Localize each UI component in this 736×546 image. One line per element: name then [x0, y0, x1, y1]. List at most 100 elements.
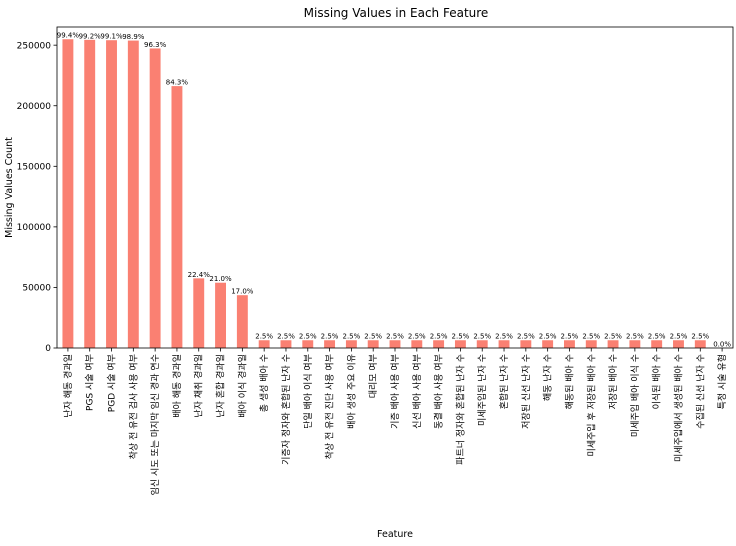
- data-label: 2.5%: [495, 333, 513, 341]
- bar: [433, 340, 445, 348]
- x-tick-label: 저장된 배아 수: [607, 354, 619, 409]
- x-tick-label: PGD 시술 여부: [106, 354, 118, 412]
- data-label: 22.4%: [188, 271, 211, 279]
- data-label: 2.5%: [517, 333, 535, 341]
- x-tick-label: 단일 배아 이식 여부: [302, 354, 314, 429]
- data-label: 99.4%: [57, 32, 80, 40]
- x-tick-label: 난자 혼합 경과일: [215, 354, 227, 418]
- y-tick-label: 50000: [22, 284, 51, 294]
- chart-title: Missing Values in Each Feature: [304, 6, 489, 20]
- bar: [629, 340, 641, 348]
- bar: [171, 86, 183, 348]
- data-label: 2.5%: [277, 333, 295, 341]
- bar: [324, 340, 336, 348]
- x-tick-label: 저장된 신선 난자 수: [520, 354, 532, 429]
- bar: [236, 295, 248, 348]
- data-label: 99.1%: [100, 33, 123, 41]
- bar: [564, 340, 575, 348]
- bar: [651, 340, 663, 348]
- bar: [542, 340, 554, 348]
- x-axis-ticks: 난자 해동 경과일 PGS 시술 여부 PGD 시술 여부 착상 전 유전 검사 사용…: [62, 348, 728, 495]
- x-tick-label: 난자 해동 경과일: [62, 354, 74, 418]
- data-label: 99.2%: [79, 32, 102, 40]
- data-label: 2.5%: [408, 333, 426, 341]
- data-label: 98.9%: [122, 33, 145, 41]
- data-label: 2.5%: [342, 333, 360, 341]
- bar: [127, 40, 139, 348]
- bar: [280, 340, 292, 348]
- bar: [84, 39, 96, 349]
- data-label: 21.0%: [209, 275, 232, 283]
- y-tick-label: 250000: [17, 41, 52, 51]
- y-tick-label: 150000: [17, 163, 52, 173]
- data-label: 2.5%: [255, 333, 273, 341]
- y-axis-ticks: 0 50000 100000 150000 200000 250000: [17, 41, 57, 354]
- bars-group: [62, 39, 728, 349]
- bar: [193, 278, 205, 348]
- bar: [607, 340, 619, 348]
- bar: [520, 340, 532, 348]
- data-label: 2.5%: [648, 333, 666, 341]
- bar: [106, 40, 117, 348]
- x-tick-label: 대리모 여부: [367, 354, 379, 398]
- data-label: 2.5%: [582, 333, 600, 341]
- x-tick-label: 특정 시술 유형: [717, 354, 728, 409]
- bar: [454, 340, 466, 348]
- x-tick-label: 총 생성 배아 수: [259, 354, 270, 412]
- x-tick-label: 수집된 신선 난자 수: [694, 354, 706, 429]
- x-tick-label: 배아 해동 경과일: [171, 354, 183, 418]
- y-tick-label: 0: [45, 344, 51, 354]
- data-label: 17.0%: [231, 288, 254, 296]
- x-tick-label: 난자 채취 경과일: [193, 354, 205, 418]
- x-tick-label: 이식된 배아 수: [651, 354, 663, 409]
- bar: [149, 48, 161, 349]
- x-tick-label: 미세주입 배아 이식 수: [629, 354, 641, 437]
- bar: [476, 340, 488, 348]
- bar: [411, 340, 423, 348]
- data-label: 2.5%: [386, 333, 404, 341]
- bar: [694, 340, 706, 348]
- bar: [498, 340, 510, 348]
- x-tick-label: 미세주입에서 생성된 배아 수: [672, 354, 684, 462]
- data-label: 2.5%: [299, 333, 317, 341]
- bar: [215, 282, 226, 348]
- x-tick-label: 기증 배아 사용 여부: [389, 354, 401, 429]
- x-axis-label: Feature: [377, 529, 413, 540]
- data-label: 2.5%: [321, 333, 339, 341]
- data-label: 2.5%: [604, 333, 622, 341]
- x-tick-label: 임신 시도 또는 마지막 임신 경과 연수: [149, 354, 161, 495]
- x-tick-label: 혼합된 난자 수: [498, 354, 510, 409]
- x-tick-label: 배아 이식 경과일: [236, 354, 248, 418]
- data-label: 84.3%: [166, 79, 189, 87]
- x-tick-label: 신선 배아 사용 여부: [411, 354, 423, 429]
- data-label: 2.5%: [430, 333, 448, 341]
- data-label: 2.5%: [691, 333, 709, 341]
- x-tick-label: 해동된 배아 수: [563, 354, 575, 409]
- bar: [345, 340, 357, 348]
- bar: [389, 340, 401, 348]
- bar: [258, 340, 270, 348]
- x-tick-label: 미세주입된 난자 수: [476, 354, 488, 426]
- x-tick-label: 기증자 정자와 혼합된 난자 수: [280, 354, 292, 465]
- data-label: 0.0%: [713, 340, 731, 348]
- x-tick-label: PGS 시술 여부: [84, 354, 96, 411]
- data-label: 96.3%: [144, 41, 167, 49]
- data-label: 2.5%: [364, 333, 382, 341]
- bar: [673, 340, 684, 348]
- data-label: 2.5%: [626, 333, 644, 341]
- x-tick-label: 동결 배아 사용 여부: [433, 354, 445, 429]
- x-tick-label: 배아 생성 주요 이유: [346, 354, 357, 429]
- data-label: 2.5%: [452, 333, 470, 341]
- x-tick-label: 해동 난자 수: [543, 354, 554, 401]
- data-label: 2.5%: [539, 333, 557, 341]
- bar: [585, 340, 597, 348]
- x-tick-label: 파트너 정자와 혼합된 난자 수: [454, 354, 466, 465]
- data-label: 2.5%: [473, 333, 491, 341]
- y-axis-label: Missing Values Count: [4, 137, 15, 238]
- y-tick-label: 200000: [17, 102, 52, 112]
- plot-frame: [56, 26, 734, 349]
- bar: [62, 39, 74, 348]
- x-tick-label: 착상 전 유전 검사 사용 여부: [127, 354, 139, 459]
- x-tick-label: 착상 전 유전 진단 사용 여부: [324, 354, 336, 459]
